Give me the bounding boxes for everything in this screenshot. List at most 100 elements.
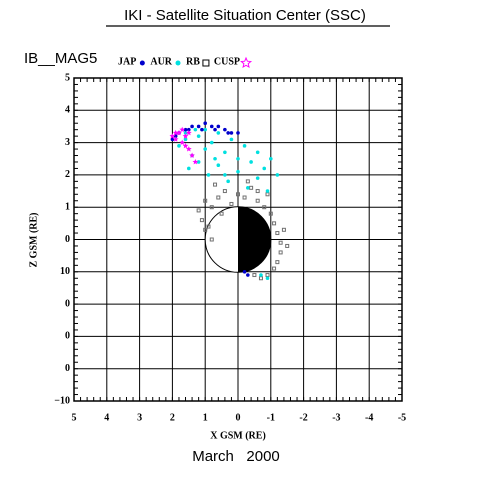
point bbox=[278, 250, 283, 255]
point bbox=[172, 129, 179, 136]
point bbox=[190, 124, 194, 129]
point bbox=[203, 227, 208, 232]
y-tick-label: 1 bbox=[65, 201, 70, 212]
point bbox=[236, 192, 240, 197]
point bbox=[196, 124, 201, 129]
y-tick-label: 4 bbox=[65, 105, 70, 116]
plot-frame bbox=[73, 77, 403, 402]
legend-label: RB bbox=[186, 56, 200, 67]
point bbox=[179, 139, 186, 145]
point bbox=[216, 195, 221, 200]
point bbox=[196, 134, 201, 138]
point bbox=[275, 260, 280, 265]
point bbox=[213, 156, 217, 161]
y-tick-label: 10 bbox=[60, 266, 70, 277]
point bbox=[246, 186, 250, 190]
x-tick-label: -4 bbox=[365, 412, 373, 423]
satellite-label: IB__MAG5 bbox=[24, 50, 97, 67]
point bbox=[229, 201, 234, 206]
x-tick-label: 1 bbox=[203, 412, 208, 423]
x-tick-label: -2 bbox=[299, 412, 307, 423]
point bbox=[199, 218, 204, 223]
point bbox=[206, 173, 211, 177]
earth-night bbox=[238, 206, 271, 273]
point bbox=[268, 211, 273, 216]
point bbox=[255, 176, 260, 180]
point bbox=[177, 144, 181, 148]
y-tick-label: 2 bbox=[65, 169, 70, 180]
point bbox=[272, 221, 277, 226]
point bbox=[236, 156, 240, 161]
legend-marker bbox=[240, 56, 253, 69]
point bbox=[196, 208, 201, 213]
point bbox=[285, 243, 290, 248]
x-axis-label: X GSM (RE) bbox=[210, 430, 266, 441]
point bbox=[187, 166, 191, 171]
point bbox=[255, 189, 260, 194]
footer: March 2000 bbox=[192, 448, 280, 465]
point bbox=[255, 198, 260, 203]
y-axis-label: Z GSM (RE) bbox=[28, 213, 39, 268]
y-tick-label: 5 bbox=[65, 72, 70, 83]
point bbox=[265, 192, 270, 197]
point bbox=[229, 137, 234, 142]
point bbox=[216, 124, 221, 129]
point bbox=[182, 133, 189, 139]
point bbox=[209, 205, 214, 210]
point bbox=[272, 266, 277, 271]
legend-label: AUR bbox=[150, 56, 172, 67]
point bbox=[213, 182, 218, 187]
point bbox=[262, 166, 267, 171]
point bbox=[203, 121, 207, 126]
point bbox=[246, 273, 250, 277]
point bbox=[189, 152, 195, 158]
y-tick-label: 0 bbox=[65, 331, 70, 342]
point bbox=[169, 133, 176, 139]
point bbox=[223, 173, 227, 177]
chart-title: IKI - Satellite Situation Center (SSC) bbox=[124, 7, 366, 24]
point bbox=[269, 156, 273, 161]
point bbox=[259, 273, 263, 277]
x-tick-label: 4 bbox=[104, 412, 109, 423]
point bbox=[262, 205, 267, 210]
point bbox=[203, 147, 207, 151]
point bbox=[172, 136, 179, 142]
point bbox=[258, 276, 263, 281]
point bbox=[249, 185, 254, 190]
legend-label: CUSP bbox=[214, 56, 240, 67]
point bbox=[265, 273, 270, 278]
y-tick-label: −10 bbox=[54, 395, 70, 406]
point bbox=[222, 189, 227, 194]
point bbox=[236, 131, 240, 135]
point bbox=[206, 224, 211, 229]
x-tick-label: 5 bbox=[72, 412, 77, 423]
point bbox=[176, 129, 182, 136]
x-tick-label: -3 bbox=[332, 412, 340, 423]
legend-marker bbox=[202, 59, 210, 67]
y-tick-label: 3 bbox=[65, 137, 70, 148]
point bbox=[213, 127, 217, 132]
point bbox=[226, 131, 230, 135]
point bbox=[203, 198, 208, 203]
point bbox=[223, 127, 227, 132]
point bbox=[236, 169, 240, 174]
point bbox=[278, 240, 283, 245]
point bbox=[275, 173, 280, 177]
point bbox=[265, 189, 270, 193]
point bbox=[242, 144, 247, 148]
point bbox=[223, 150, 227, 155]
point bbox=[179, 126, 186, 133]
point bbox=[209, 237, 214, 242]
point bbox=[219, 211, 224, 216]
x-tick-label: 3 bbox=[137, 412, 142, 423]
point bbox=[245, 179, 250, 184]
point bbox=[185, 146, 192, 152]
y-tick-label: 0 bbox=[65, 234, 70, 245]
point bbox=[200, 127, 204, 132]
point bbox=[192, 159, 199, 165]
y-tick-label: 0 bbox=[65, 298, 70, 309]
point bbox=[182, 142, 189, 149]
point bbox=[187, 127, 191, 132]
point bbox=[229, 131, 234, 135]
